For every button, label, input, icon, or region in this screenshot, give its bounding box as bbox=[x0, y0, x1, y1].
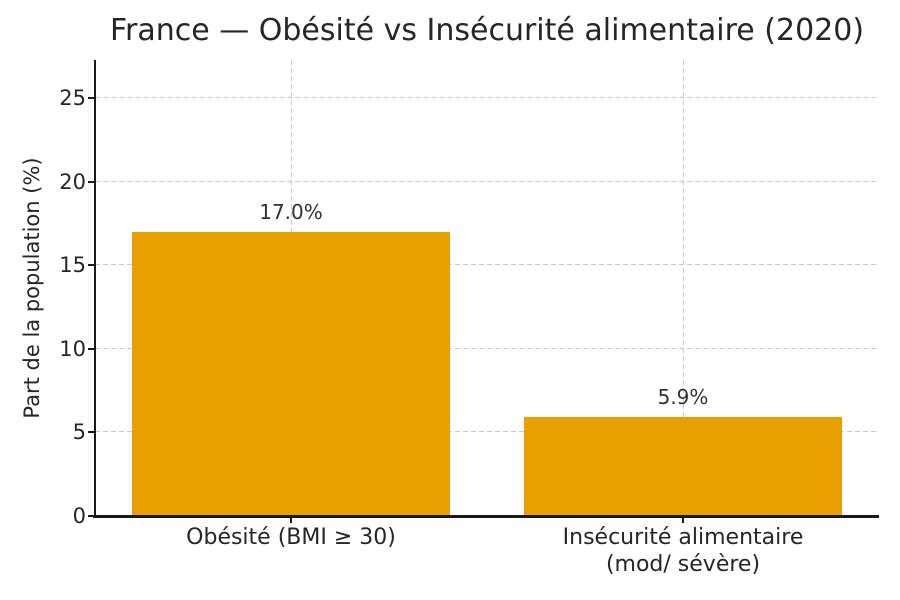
gridline-h bbox=[95, 181, 879, 182]
y-tick-label: 25 bbox=[59, 86, 86, 110]
gridline-h bbox=[95, 264, 879, 265]
bar bbox=[132, 232, 450, 516]
y-tick-label: 20 bbox=[59, 170, 86, 194]
y-tick-label: 0 bbox=[72, 504, 86, 528]
y-tick bbox=[88, 181, 95, 183]
x-tick bbox=[682, 518, 684, 523]
x-tick-label: Obésité (BMI ≥ 30) bbox=[186, 525, 396, 550]
x-tick-label: Insécurité alimentaire (mod/ sévère) bbox=[562, 525, 804, 577]
y-axis-label: Part de la population (%) bbox=[20, 157, 44, 419]
bar bbox=[524, 417, 842, 516]
gridline-h bbox=[95, 97, 879, 98]
y-tick bbox=[88, 431, 95, 433]
x-axis-spine bbox=[93, 515, 879, 518]
y-tick bbox=[88, 515, 95, 517]
y-tick-label: 5 bbox=[72, 420, 86, 444]
y-tick bbox=[88, 97, 95, 99]
chart-title: France — Obésité vs Insécurité alimentai… bbox=[109, 13, 865, 48]
gridline-v bbox=[683, 60, 684, 516]
y-axis-spine bbox=[94, 60, 96, 518]
x-tick bbox=[290, 518, 292, 523]
y-tick-label: 10 bbox=[59, 337, 86, 361]
gridline-h bbox=[95, 431, 879, 432]
gridline-h bbox=[95, 348, 879, 349]
y-tick-label: 15 bbox=[59, 253, 86, 277]
bar-value-label: 5.9% bbox=[657, 385, 709, 409]
bar-value-label: 17.0% bbox=[259, 200, 323, 224]
y-tick bbox=[88, 264, 95, 266]
y-tick bbox=[88, 348, 95, 350]
